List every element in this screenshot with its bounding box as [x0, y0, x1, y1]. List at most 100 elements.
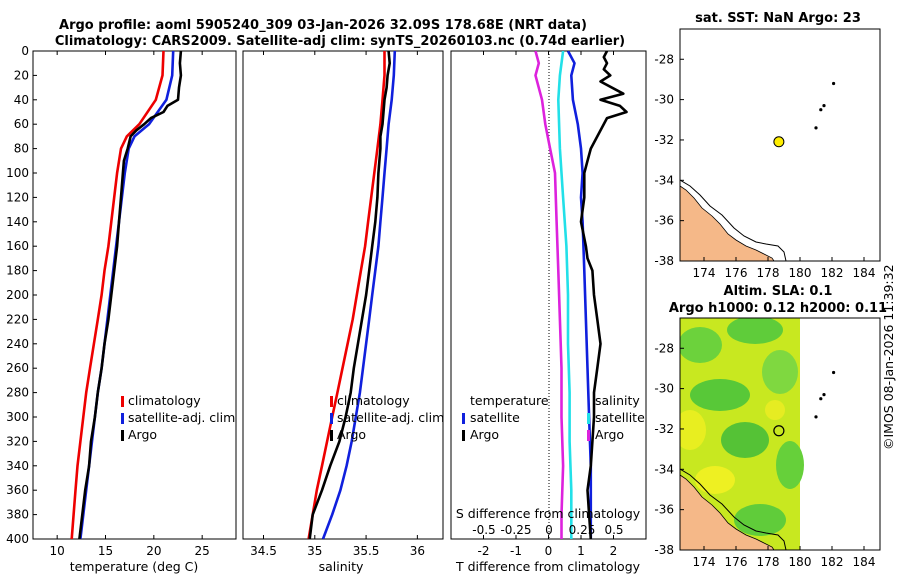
- temperature-xlabel: temperature (deg C): [70, 559, 199, 574]
- legend-swatch-climatology: [330, 396, 333, 407]
- island-dot: [822, 393, 826, 397]
- island-dot: [819, 108, 823, 112]
- sla-map-axes: 174 176 178 180 182 184 -28 -30 -32 -34 -36 -38: [654, 341, 875, 569]
- sla-anomaly: [721, 422, 769, 458]
- series-line-climatology: [307, 51, 386, 539]
- sla-anomaly: [762, 350, 798, 394]
- x-tick-label: 1: [577, 544, 585, 558]
- island-dot: [819, 397, 823, 401]
- lat-tick-label: -30: [654, 382, 674, 396]
- temperature-xaxis: 10 15 20 25: [50, 51, 210, 558]
- depth-tick-label: 380: [6, 508, 29, 522]
- lat-tick-label: -38: [654, 543, 674, 557]
- island-dot: [832, 81, 836, 86]
- lat-tick-label: -36: [654, 503, 674, 517]
- depth-tick-label: 360: [6, 483, 29, 497]
- depth-tick-label: 100: [6, 166, 29, 180]
- depth-tick-label: 180: [6, 264, 29, 278]
- legend-swatch-argo: [330, 430, 333, 441]
- x-tick-label: 15: [98, 544, 113, 558]
- depth-tick-label: 280: [6, 386, 29, 400]
- difference-xlabel: T difference from climatology: [455, 559, 641, 574]
- x-tick-label: 35: [307, 544, 322, 558]
- depth-tick-label: 20: [14, 68, 29, 82]
- x-tick-label: -2: [478, 544, 490, 558]
- x-tick-label: -1: [510, 544, 522, 558]
- sla-anomaly: [765, 400, 785, 420]
- sst-map-axes: 174 176 178 180 182 184 -28 -30 -32 -34 -36 -38: [654, 52, 875, 280]
- sla-heatmap: [680, 318, 804, 550]
- sla-map-islands: [814, 370, 836, 419]
- legend-swatch-s-argo: [587, 430, 590, 441]
- difference-plot: [534, 51, 628, 539]
- legend-label-satellite: satellite-adj. clim: [128, 410, 235, 425]
- temperature-axes: [32, 50, 237, 540]
- series-line-climatology: [70, 51, 165, 539]
- lat-tick-label: -30: [654, 93, 674, 107]
- sla-anomaly: [680, 410, 706, 450]
- legend-swatch-argo: [121, 430, 124, 441]
- legend-swatch-climatology: [121, 396, 124, 407]
- temperature-legend: climatology satellite-adj. clim Argo: [121, 393, 235, 442]
- legend-swatch-t-satellite: [462, 413, 465, 424]
- sla-anomaly: [680, 327, 722, 363]
- bathymetry-contour: [680, 179, 787, 261]
- lon-tick-label: 180: [789, 555, 812, 569]
- legend-label-salinity: salinity: [595, 393, 640, 408]
- x-tick-label: 36: [410, 544, 425, 558]
- series-line-argo: [308, 51, 392, 539]
- salinity-plot: [307, 51, 397, 539]
- sst-map-title: sat. SST: NaN Argo: 23: [695, 11, 861, 26]
- difference-legend-temperature: temperature satellite Argo: [462, 393, 549, 442]
- sla-anomaly: [734, 504, 786, 536]
- depth-tick-label: 60: [14, 117, 29, 131]
- difference-legend-salinity: salinity satellite Argo: [587, 393, 645, 442]
- island-dot: [832, 370, 836, 375]
- s-diff-tick-label: -0.5: [472, 523, 495, 537]
- island-dot: [814, 415, 818, 419]
- legend-label-t-satellite: satellite: [470, 410, 520, 425]
- depth-tick-label: 80: [14, 142, 29, 156]
- x-tick-label: 20: [146, 544, 161, 558]
- lat-tick-label: -38: [654, 254, 674, 268]
- depth-tick-label: 400: [6, 532, 29, 546]
- depth-tick-label: 340: [6, 459, 29, 473]
- sla-map-subtitle: Argo h1000: 0.12 h2000: 0.11: [669, 301, 887, 316]
- depth-tick-label: 120: [6, 190, 29, 204]
- legend-label-argo: Argo: [128, 427, 157, 442]
- sla-map-frame: [679, 317, 881, 551]
- sst-map-frame: [679, 28, 881, 262]
- lon-tick-label: 182: [821, 555, 844, 569]
- salinity-legend: climatology satellite-adj. clim Argo: [330, 393, 444, 442]
- salinity-xlabel: salinity: [319, 559, 364, 574]
- legend-label-satellite: satellite-adj. clim: [337, 410, 444, 425]
- legend-label-s-argo: Argo: [595, 427, 624, 442]
- argo-position-marker: [773, 136, 785, 148]
- series-line-satellite-adj-clim: [321, 51, 397, 539]
- s-diff-tick-label: 0.25: [569, 523, 596, 537]
- depth-tick-label: 0: [21, 44, 29, 58]
- land-north-island: [680, 474, 775, 550]
- sla-anomaly: [695, 466, 735, 494]
- x-tick-label: 25: [195, 544, 210, 558]
- lat-tick-label: -34: [654, 173, 674, 187]
- sst-map-islands: [814, 81, 836, 130]
- legend-swatch-satellite: [121, 413, 124, 424]
- sla-anomaly: [776, 441, 804, 489]
- island-dot: [814, 126, 818, 130]
- s-diff-tick-label: 0: [545, 523, 553, 537]
- depth-tick-label: 240: [6, 337, 29, 351]
- depth-tick-label: 320: [6, 434, 29, 448]
- difference-xaxis: -2 -1 0 1 2 -0.5 -0.25 0 0.25 0.5: [472, 51, 624, 558]
- legend-label-temperature: temperature: [470, 393, 549, 408]
- depth-tick-label: 220: [6, 312, 29, 326]
- legend-label-argo: Argo: [337, 427, 366, 442]
- imos-timestamp: ©IMOS 08-Jan-2026 11:39:32: [881, 264, 896, 450]
- legend-swatch-t-argo: [462, 430, 465, 441]
- salinity-axes: [242, 50, 444, 540]
- depth-tick-label: 160: [6, 239, 29, 253]
- series-line-t-argo-diff: [579, 51, 628, 539]
- lon-tick-label: 176: [725, 555, 748, 569]
- series-line-s-satellite-diff: [556, 51, 573, 539]
- lon-tick-label: 178: [757, 266, 780, 280]
